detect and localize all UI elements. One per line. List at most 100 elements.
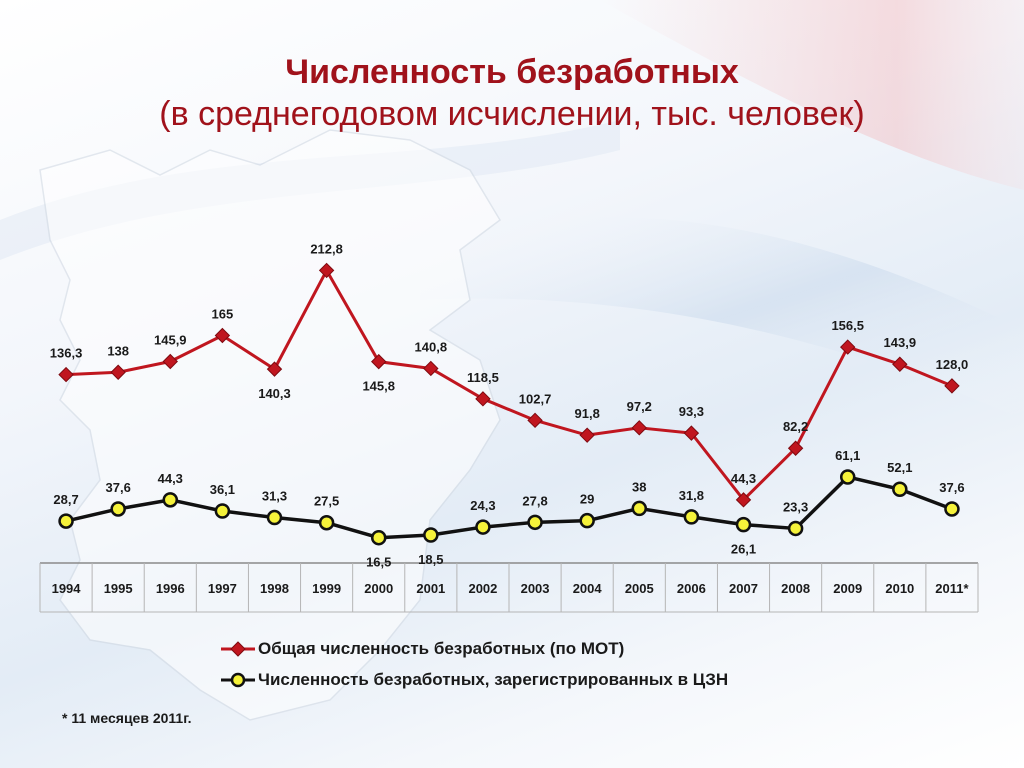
legend-label-red: Общая численность безработных (по МОТ) xyxy=(258,638,625,658)
chart-subtitle: (в среднегодовом исчислении, тыс. челове… xyxy=(159,95,865,133)
data-point-total xyxy=(162,353,178,370)
data-point-total xyxy=(318,262,335,279)
data-point-registered xyxy=(944,501,960,517)
x-tick-label: 1997 xyxy=(208,581,237,596)
data-point-registered xyxy=(266,509,283,526)
data-label: 128,0 xyxy=(936,357,969,372)
data-label: 102,7 xyxy=(519,391,552,406)
data-label: 31,8 xyxy=(679,488,704,503)
series-line-total xyxy=(65,268,953,502)
legend: Общая численность безработных (по МОТ) Ч… xyxy=(220,633,920,695)
data-point-registered xyxy=(110,501,126,517)
data-point-registered xyxy=(735,516,752,533)
data-point-registered xyxy=(579,512,595,529)
data-point-total xyxy=(840,339,856,355)
data-label: 52,1 xyxy=(887,460,912,475)
data-label: 28,7 xyxy=(53,492,78,507)
data-label: 143,9 xyxy=(884,335,917,350)
x-tick-label: 2010 xyxy=(885,581,914,596)
data-point-registered xyxy=(318,514,335,531)
data-label: 145,9 xyxy=(154,333,187,348)
data-point-total xyxy=(735,492,752,508)
data-point-total xyxy=(266,361,283,377)
x-tick-label: 1994 xyxy=(52,581,82,596)
data-label: 136,3 xyxy=(50,346,83,361)
data-label: 138 xyxy=(107,343,129,358)
x-tick-label: 2011* xyxy=(935,581,969,596)
data-point-total xyxy=(214,327,231,344)
footnote: * 11 месяцев 2011г. xyxy=(62,710,192,726)
data-point-registered xyxy=(214,503,231,519)
data-point-registered xyxy=(475,519,491,535)
x-tick-label: 2005 xyxy=(625,581,654,596)
data-label: 27,8 xyxy=(522,493,547,508)
data-point-total xyxy=(787,440,804,456)
legend-diamond-marker xyxy=(221,640,255,657)
data-label: 118,5 xyxy=(467,370,499,385)
data-label: 97,2 xyxy=(627,399,652,414)
legend-label-black: Численность безработных, зарегистрирован… xyxy=(258,669,729,689)
data-label: 26,1 xyxy=(731,542,756,557)
data-point-registered xyxy=(58,513,74,529)
data-label: 61,1 xyxy=(835,448,860,463)
x-tick-label: 1998 xyxy=(260,581,289,596)
data-label: 91,8 xyxy=(575,406,600,421)
data-point-total xyxy=(110,364,126,380)
data-label: 29 xyxy=(580,492,594,507)
legend-circle-marker xyxy=(221,672,255,687)
data-label: 156,5 xyxy=(831,318,864,333)
data-point-registered xyxy=(162,492,179,508)
data-point-total xyxy=(944,378,960,394)
data-point-registered xyxy=(892,481,908,497)
data-label: 44,3 xyxy=(158,471,183,486)
data-label: 212,8 xyxy=(310,241,343,256)
data-label: 16,5 xyxy=(366,555,391,570)
data-label: 44,3 xyxy=(731,471,756,486)
x-tick-label: 2001 xyxy=(416,581,445,596)
data-point-registered xyxy=(527,514,543,531)
data-point-total xyxy=(423,360,439,377)
data-label: 27,5 xyxy=(314,494,339,509)
data-label: 31,3 xyxy=(262,489,287,504)
data-label: 37,6 xyxy=(106,480,131,495)
data-point-total xyxy=(475,391,491,407)
series-line-registered xyxy=(65,475,953,540)
data-point-total xyxy=(58,366,74,383)
data-point-total xyxy=(527,412,543,429)
data-label: 140,3 xyxy=(258,386,291,401)
x-tick-label: 2004 xyxy=(573,581,603,596)
data-label: 38 xyxy=(632,479,646,494)
chart-title: Численность безработных xyxy=(285,53,739,91)
data-point-registered xyxy=(423,527,439,543)
data-point-registered xyxy=(370,529,387,546)
x-tick-label: 2008 xyxy=(781,581,810,596)
data-point-total xyxy=(892,356,908,372)
x-tick-label: 2007 xyxy=(729,581,758,596)
x-tick-label: 2003 xyxy=(521,581,550,596)
data-point-total xyxy=(683,425,700,441)
data-point-total xyxy=(579,427,595,443)
data-point-registered xyxy=(631,500,648,517)
legend-item-red: Общая численность безработных (по МОТ) xyxy=(220,633,920,664)
data-point-registered xyxy=(787,520,804,537)
x-tick-label: 2006 xyxy=(677,581,706,596)
data-label: 37,6 xyxy=(939,480,964,495)
x-tick-label: 1996 xyxy=(156,581,185,596)
data-label: 165 xyxy=(212,307,234,322)
data-label: 23,3 xyxy=(783,499,808,514)
data-point-total xyxy=(631,420,647,436)
x-tick-label: 2009 xyxy=(833,581,862,596)
data-label: 36,1 xyxy=(210,482,235,497)
data-label: 24,3 xyxy=(470,498,495,513)
legend-item-black: Численность безработных, зарегистрирован… xyxy=(220,664,920,695)
data-point-total xyxy=(371,353,387,370)
data-label: 145,8 xyxy=(362,379,395,394)
data-label: 82,2 xyxy=(783,419,808,434)
data-label: 18,5 xyxy=(418,552,443,567)
x-tick-label: 1995 xyxy=(104,581,133,596)
data-point-registered xyxy=(683,509,700,525)
x-tick-label: 2000 xyxy=(364,581,393,596)
data-label: 93,3 xyxy=(679,404,704,419)
data-point-registered xyxy=(839,469,856,485)
x-tick-label: 1999 xyxy=(312,581,341,596)
